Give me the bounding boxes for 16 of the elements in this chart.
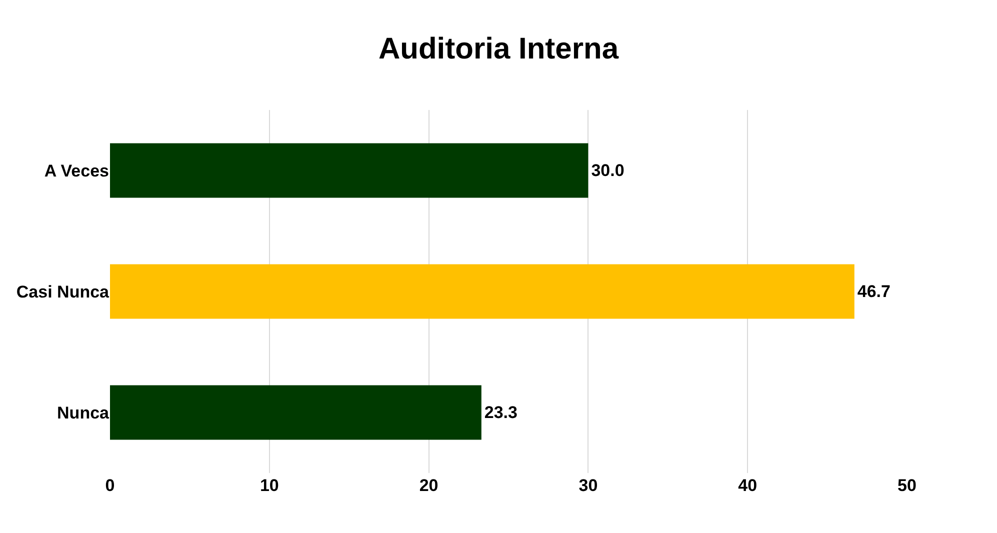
data-label: 30.0 [591, 161, 624, 180]
data-label: 46.7 [857, 282, 890, 302]
x-tick-label: 0 [105, 476, 115, 495]
y-tick-label: Casi Nunca [16, 282, 110, 302]
x-tick-label: 50 [898, 476, 916, 495]
bar [110, 385, 482, 440]
x-tick-label: 20 [419, 476, 438, 495]
x-tick-label: 10 [260, 476, 279, 495]
data-label: 23.3 [484, 403, 518, 422]
x-tick-label: 40 [738, 476, 758, 495]
x-tick-label: 30 [578, 476, 598, 495]
chart-title: Auditoria Interna [378, 32, 619, 66]
bar [110, 264, 854, 319]
y-tick-label: Nunca [57, 403, 110, 422]
bar [110, 143, 588, 198]
y-tick-label: A Veces [44, 161, 109, 180]
